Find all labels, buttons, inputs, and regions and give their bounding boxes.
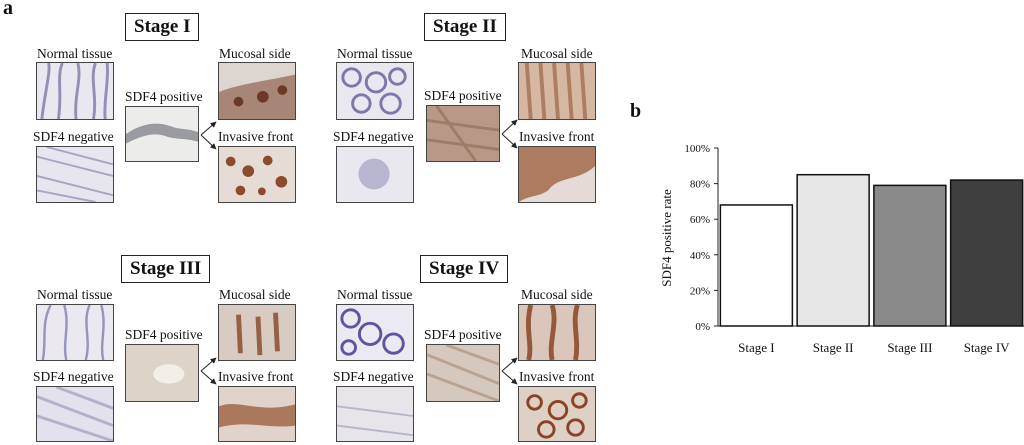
sdf4-positive-image (426, 344, 500, 402)
mucosal-side-label: Mucosal side (219, 287, 291, 302)
sdf4-positive-label: SDF4 positive (125, 89, 203, 104)
normal-tissue-image (36, 62, 114, 120)
sdf4-positive-image (125, 344, 199, 402)
bar (873, 184, 947, 327)
invasive-front-image (518, 386, 596, 442)
mucosal-side-label: Mucosal side (521, 46, 593, 61)
mucosal-side-image (218, 304, 296, 361)
invasive-front-image (518, 146, 596, 203)
stage-title: Stage I (125, 13, 200, 41)
sdf4-negative-label: SDF4 negative (333, 369, 414, 384)
x-tick-label: Stage IV (964, 340, 1010, 355)
sdf4-negative-image (336, 386, 414, 442)
bar (719, 204, 794, 327)
normal-tissue-image (336, 304, 414, 361)
sdf4-positive-image (125, 106, 199, 162)
normal-tissue-image (36, 304, 114, 361)
stage-title: Stage II (424, 13, 506, 41)
sdf4-positive-label: SDF4 positive (424, 327, 502, 342)
panel-b-letter: b (630, 100, 642, 122)
bar-chart: 0% 20% 40% 60% 80% 100% Stage I Stage II Stage I… (684, 143, 1024, 355)
sdf4-negative-image (36, 386, 114, 442)
y-tick-label: 40% (690, 250, 710, 262)
stage-title: Stage III (121, 255, 211, 283)
invasive-front-label: Invasive front (218, 129, 294, 144)
normal-tissue-label: Normal tissue (337, 46, 413, 61)
mucosal-side-label: Mucosal side (219, 46, 291, 61)
sdf4-negative-label: SDF4 negative (33, 369, 114, 384)
invasive-front-image (218, 386, 296, 442)
stage-title: Stage IV (420, 255, 509, 283)
y-tick-label: 20% (690, 285, 710, 297)
sdf4-negative-label: SDF4 negative (33, 129, 114, 144)
x-tick-label: Stage I (738, 340, 774, 355)
y-tick-label: 60% (690, 214, 710, 226)
sdf4-positive-label: SDF4 positive (424, 88, 502, 103)
y-tick-label: 100% (684, 143, 710, 155)
x-tick-label: Stage III (887, 340, 932, 355)
sdf4-positive-image (426, 105, 500, 162)
sdf4-positive-label: SDF4 positive (125, 327, 203, 342)
sdf4-negative-image (336, 146, 414, 203)
sdf4-negative-label: SDF4 negative (333, 129, 414, 144)
normal-tissue-label: Normal tissue (37, 287, 113, 302)
invasive-front-label: Invasive front (519, 369, 595, 384)
mucosal-side-image (218, 62, 296, 120)
x-tick-label: Stage II (813, 340, 854, 355)
y-tick-label: 0% (695, 321, 710, 333)
panel-a-letter: a (3, 0, 13, 19)
normal-tissue-label: Normal tissue (37, 46, 113, 61)
y-tick-label: 80% (690, 179, 710, 191)
invasive-front-label: Invasive front (218, 369, 294, 384)
sdf4-negative-image (36, 146, 114, 203)
mucosal-side-label: Mucosal side (521, 287, 593, 302)
mucosal-side-image (518, 62, 596, 120)
invasive-front-label: Invasive front (519, 129, 595, 144)
bar (949, 179, 1024, 327)
normal-tissue-label: Normal tissue (337, 287, 413, 302)
normal-tissue-image (336, 62, 414, 120)
mucosal-side-image (518, 304, 596, 361)
invasive-front-image (218, 146, 296, 203)
bar (796, 173, 870, 327)
